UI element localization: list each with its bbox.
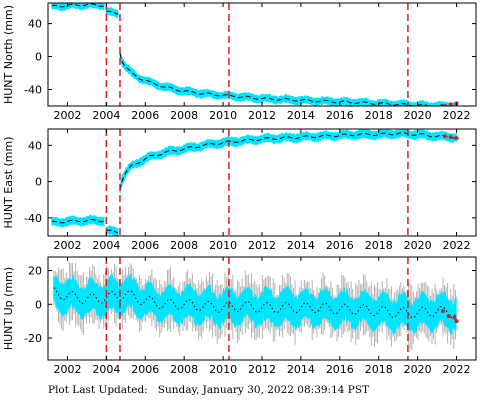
x-tick-label: 2016	[326, 239, 354, 252]
x-tick-label: 2018	[365, 109, 393, 122]
series-segment	[51, 214, 105, 228]
x-tick-label: 2022	[443, 239, 471, 252]
y-tick-label: -20	[24, 332, 42, 345]
series-segment	[119, 50, 457, 106]
model-band	[119, 50, 457, 106]
plot-area	[51, 3, 459, 106]
x-tick-label: 2006	[131, 363, 159, 376]
x-tick-label: 2010	[209, 109, 237, 122]
plot-frame	[47, 128, 477, 237]
gps-timeseries-figure: 2002 2004 2006 2008 2010 2012 2014 2016 2018 2020…	[2, 2, 477, 376]
x-tick-label: 2022	[443, 363, 471, 376]
plot-updated-footer: Plot Last Updated: Sunday, January 30, 2…	[48, 384, 369, 396]
x-tick-label: 2014	[287, 239, 315, 252]
trend-line	[106, 10, 119, 15]
x-tick-label: 2016	[326, 109, 354, 122]
y-tick-label: 20	[28, 265, 42, 278]
x-tick-label: 2012	[248, 239, 276, 252]
y-axis-label: HUNT North (mm)	[2, 5, 15, 104]
x-tick-label: 2014	[287, 109, 315, 122]
x-tick-label: 2002	[53, 109, 81, 122]
x-tick-label: 2012	[248, 363, 276, 376]
trend-line	[119, 53, 457, 106]
plot-area	[51, 129, 459, 236]
plot-area	[53, 261, 459, 350]
recent-point	[448, 135, 453, 140]
model-band	[105, 224, 119, 236]
recent-point	[454, 136, 459, 141]
recent-point	[442, 134, 447, 139]
series-segment	[105, 224, 119, 236]
plot-frame	[47, 2, 477, 107]
recent-point	[440, 309, 445, 314]
x-tick-label: 2004	[92, 363, 120, 376]
x-tick-label: 2020	[404, 363, 432, 376]
trend-line	[51, 3, 105, 8]
recent-point	[448, 102, 453, 106]
y-tick-label: 0	[35, 298, 42, 311]
y-tick-label: -40	[24, 84, 42, 97]
north-panel: 2002 2004 2006 2008 2010 2012 2014 2016 2018 2020…	[2, 2, 477, 122]
model-band	[53, 273, 457, 335]
y-tick-label: 40	[28, 18, 42, 31]
recent-point	[446, 314, 451, 319]
x-tick-label: 2006	[131, 239, 159, 252]
up-panel: 2002 2004 2006 2008 2010 2012 2014 2016 2018 2020…	[2, 256, 477, 376]
x-tick-label: 2004	[92, 239, 120, 252]
series-segment	[53, 261, 457, 350]
y-axis-label: HUNT Up (mm)	[2, 267, 15, 350]
x-tick-label: 2016	[326, 363, 354, 376]
x-tick-label: 2020	[404, 239, 432, 252]
trend-line	[51, 219, 105, 224]
x-tick-label: 2006	[131, 109, 159, 122]
y-axis-label: HUNT East (mm)	[2, 136, 15, 228]
y-tick-label: 0	[35, 176, 42, 189]
series-segment	[51, 3, 105, 12]
footer-label: Plot Last Updated:	[48, 384, 148, 396]
x-tick-label: 2008	[170, 363, 198, 376]
trend-line	[53, 287, 457, 319]
series-segment	[105, 6, 119, 19]
series-segment	[119, 129, 457, 194]
y-tick-label: 40	[28, 139, 42, 152]
y-tick-label: -40	[24, 212, 42, 225]
x-tick-label: 2008	[170, 109, 198, 122]
x-tick-label: 2002	[53, 363, 81, 376]
x-tick-label: 2004	[92, 109, 120, 122]
recent-point	[454, 319, 459, 324]
trend-line	[106, 229, 119, 234]
recent-point	[452, 315, 457, 320]
x-tick-label: 2014	[287, 363, 315, 376]
x-tick-label: 2020	[404, 109, 432, 122]
x-tick-label: 2018	[365, 363, 393, 376]
x-tick-label: 2008	[170, 239, 198, 252]
x-tick-label: 2022	[443, 109, 471, 122]
y-tick-label: 0	[35, 51, 42, 64]
x-tick-label: 2012	[248, 109, 276, 122]
model-band	[119, 129, 457, 194]
x-tick-label: 2010	[209, 363, 237, 376]
model-band	[51, 3, 105, 12]
trend-line	[119, 132, 457, 191]
footer-timestamp: Sunday, January 30, 2022 08:39:14 PST	[157, 384, 370, 396]
x-tick-label: 2010	[209, 239, 237, 252]
east-panel: 2002 2004 2006 2008 2010 2012 2014 2016 2018 2020…	[2, 128, 477, 252]
model-band	[105, 6, 119, 19]
x-tick-label: 2002	[53, 239, 81, 252]
x-tick-label: 2018	[365, 239, 393, 252]
